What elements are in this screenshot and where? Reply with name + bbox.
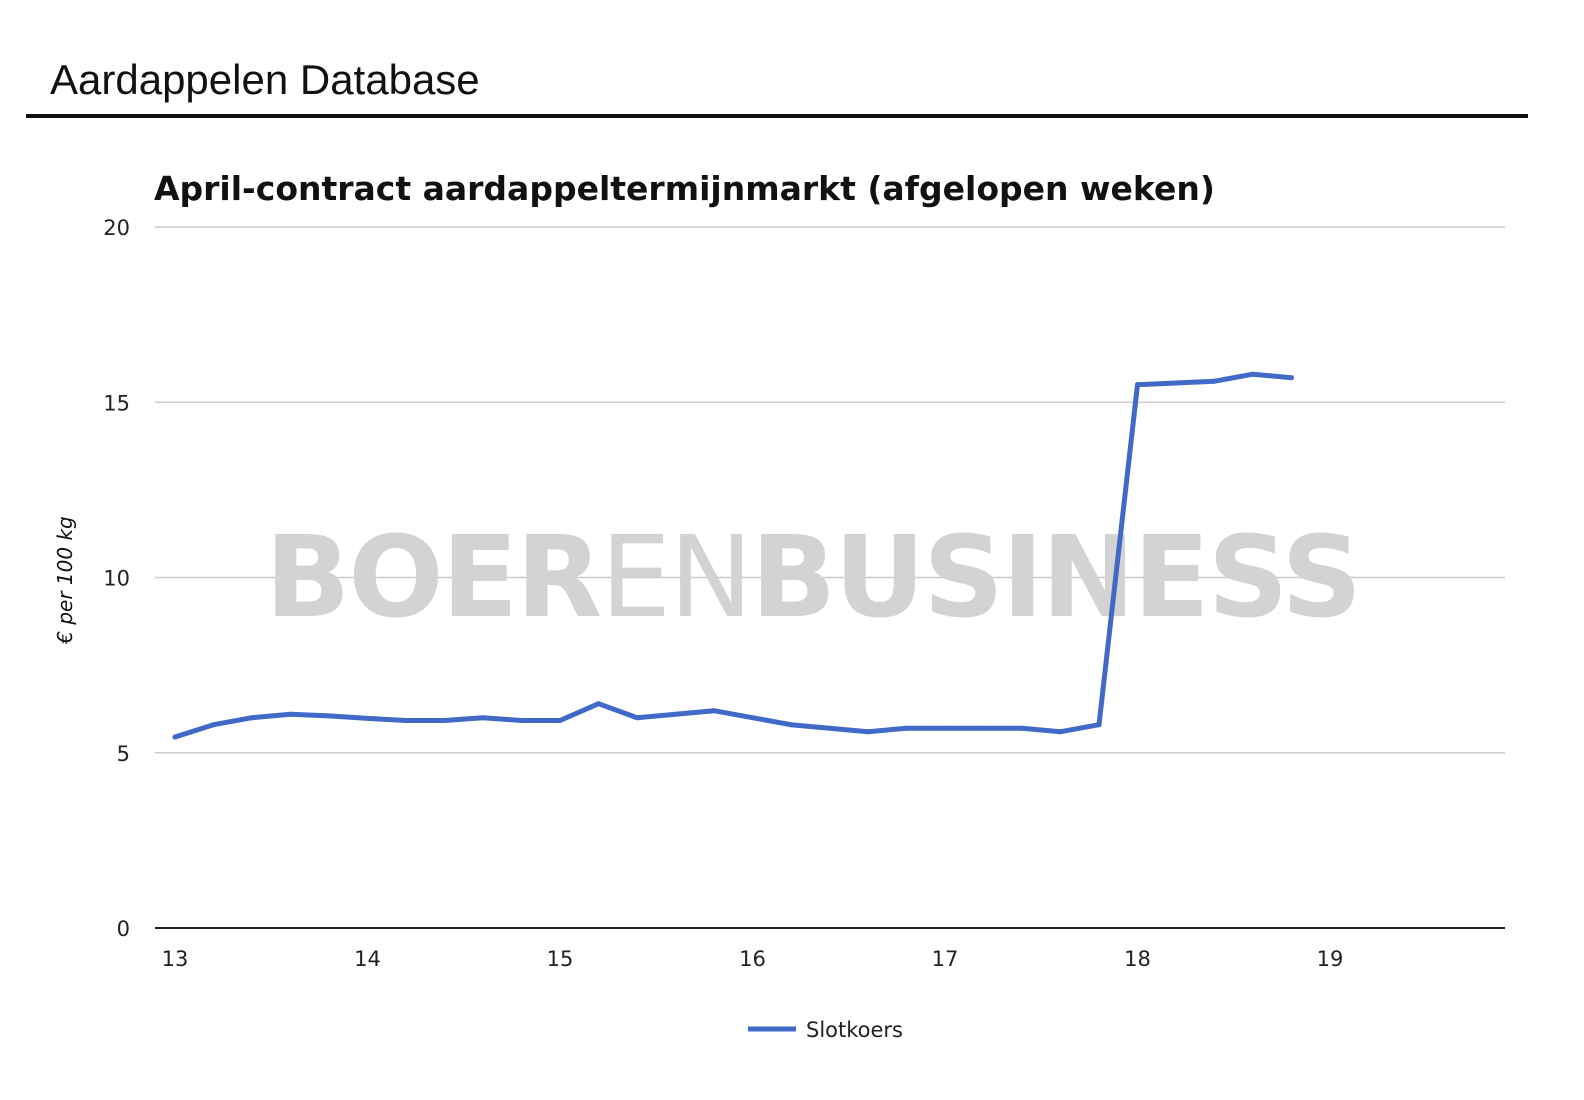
data-point: [827, 725, 832, 731]
data-point: [326, 713, 332, 719]
chart-title: April-contract aardappeltermijnmarkt (af…: [154, 169, 1215, 208]
data-point: [1135, 382, 1140, 388]
data-point: [904, 725, 909, 731]
x-tick-label-16: 16: [739, 947, 766, 971]
data-point: [1289, 375, 1294, 381]
data-point: [981, 725, 986, 731]
data-point: [249, 715, 255, 721]
watermark-logo: BOERENBUSINESS: [265, 513, 1360, 643]
y-tick-label-5: 5: [117, 742, 130, 766]
y-tick-label-15: 15: [103, 391, 130, 415]
gridlines: [155, 226, 1505, 754]
x-axis-ticks: 13 14 15 16 17 18 19: [162, 947, 1344, 971]
data-point: [942, 725, 948, 731]
watermark-part-business: BUSINESS: [751, 513, 1360, 643]
data-point: [1212, 378, 1217, 384]
data-point: [673, 711, 678, 717]
page-header: Aardappelen Database: [26, 0, 1528, 118]
data-point: [750, 715, 755, 721]
data-point: [288, 711, 293, 717]
x-tick-label-18: 18: [1124, 947, 1151, 971]
y-tick-label-20: 20: [103, 216, 130, 240]
data-point: [788, 722, 794, 728]
data-point: [480, 715, 486, 721]
data-point: [365, 715, 370, 721]
x-tick-label-15: 15: [547, 947, 574, 971]
page-title: Aardappelen Database: [50, 56, 480, 103]
watermark-part-boer: BOER: [265, 513, 600, 643]
data-point: [442, 718, 447, 724]
y-tick-label-10: 10: [103, 567, 130, 591]
data-point: [634, 715, 640, 721]
x-tick-label-14: 14: [354, 947, 381, 971]
y-axis-ticks: 0 5 10 15 20: [103, 216, 130, 941]
data-point: [596, 701, 601, 707]
y-axis-label: € per 100 kg: [53, 516, 77, 644]
legend[interactable]: Slotkoers: [748, 1018, 903, 1042]
series-layer: [172, 371, 1294, 740]
data-point: [211, 722, 216, 728]
data-point: [1250, 371, 1256, 377]
data-point: [1019, 725, 1025, 731]
data-point: [1058, 729, 1063, 735]
y-tick-label-0: 0: [117, 917, 130, 941]
watermark-part-en: EN: [600, 513, 751, 643]
x-tick-label-13: 13: [162, 947, 189, 971]
data-point: [711, 708, 717, 714]
data-point: [557, 718, 563, 724]
data-point: [403, 718, 409, 724]
data-point: [1173, 380, 1179, 386]
legend-label-slotkoers: Slotkoers: [806, 1018, 903, 1042]
x-tick-label-19: 19: [1317, 947, 1344, 971]
data-point: [1096, 722, 1102, 728]
data-point: [865, 729, 871, 735]
data-point: [172, 734, 178, 740]
data-point: [519, 718, 524, 724]
series-line-slotkoers: [172, 371, 1294, 740]
x-tick-label-17: 17: [932, 947, 959, 971]
